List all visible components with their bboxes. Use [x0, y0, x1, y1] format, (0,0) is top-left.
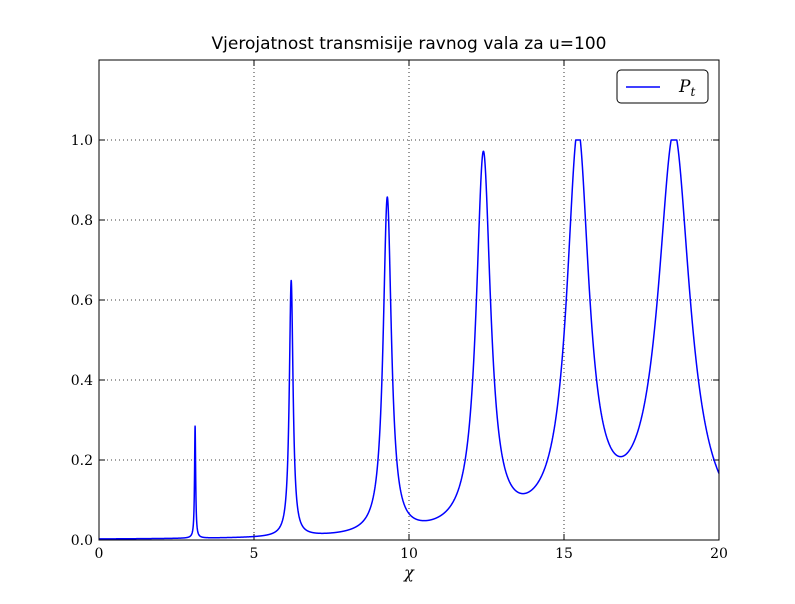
y-tick-label-1: 0.2: [71, 453, 93, 469]
y-tick-label-4: 0.8: [71, 213, 93, 229]
series-line-p-t: [98, 139, 720, 540]
x-tick-label-20: 20: [710, 546, 728, 562]
x-axis-label: χ: [403, 563, 415, 582]
x-tick-label-0: 0: [95, 546, 104, 562]
legend-label-p-t: Pt: [678, 77, 695, 99]
x-tick-label-10: 10: [400, 546, 418, 562]
legend-box: [616, 69, 709, 104]
x-tick-label-15: 15: [555, 546, 573, 562]
plot-frame: [98, 59, 720, 541]
x-tick-label-5: 5: [250, 546, 259, 562]
grid-lines: [99, 60, 719, 540]
legend: Pt: [616, 69, 709, 104]
legend-label-sub: t: [690, 85, 695, 99]
y-tick-label-3: 0.6: [71, 293, 93, 309]
legend-label-main: P: [678, 77, 691, 97]
y-tick-label-2: 0.4: [71, 373, 93, 389]
tick-labels: 0 5 10 15 20 0.0 0.2 0.4 0.6 0.8 1.0: [71, 133, 728, 562]
y-tick-label-5: 1.0: [71, 133, 93, 149]
y-tick-label-0: 0.0: [71, 533, 93, 549]
chart-title: Vjerojatnost transmisije ravnog vala za …: [212, 34, 607, 54]
